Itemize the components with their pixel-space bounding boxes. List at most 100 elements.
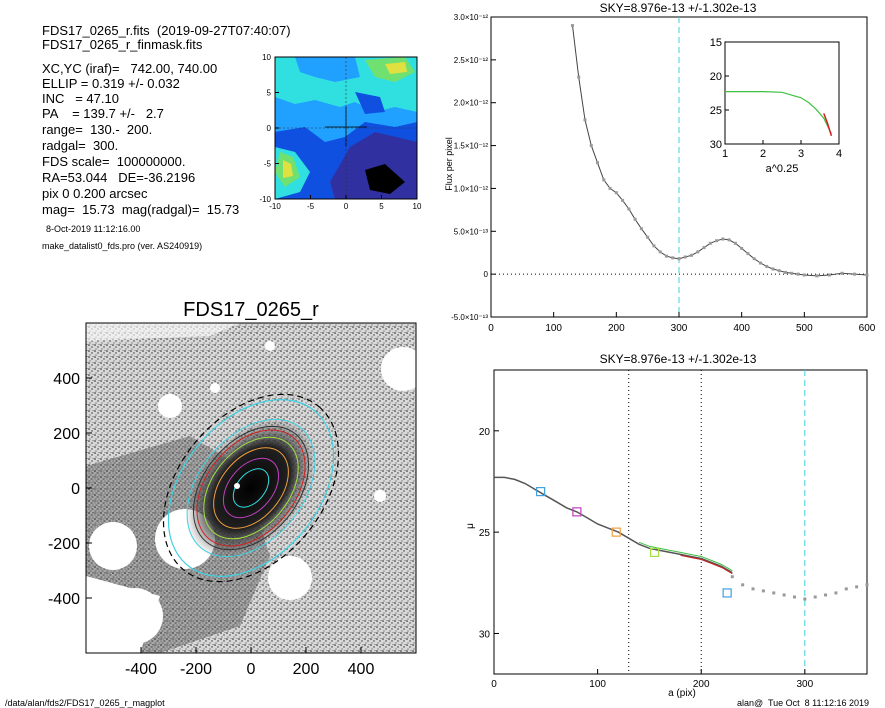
mu-sky-point (834, 591, 838, 595)
inset-red-line (823, 113, 833, 137)
galaxy-y-tick-label: -200 (48, 536, 80, 553)
flux-point (621, 198, 625, 202)
flux-point (765, 264, 769, 268)
flux-x-tick-label: 400 (733, 323, 750, 334)
galaxy-y-tick-label: 400 (53, 371, 80, 388)
mu-sky-point (824, 593, 828, 597)
flux-point (639, 227, 643, 231)
flux-y-tick-label: 1.5×10⁻¹² (454, 142, 489, 151)
mu-x-tick-label: 100 (589, 679, 606, 690)
info-line-4: range= 130.- 200. (42, 122, 153, 137)
flux-x-tick-label: 300 (671, 323, 688, 334)
inset-x-tick-label: 4 (836, 148, 842, 160)
inset-x-tick-label: 3 (798, 148, 804, 160)
flux-point (746, 252, 750, 256)
flux-point (577, 75, 581, 79)
flux-point (721, 237, 725, 241)
galaxy-x-tick-label: -200 (180, 661, 212, 678)
flux-point (570, 24, 574, 28)
flux-x-ticks: 0 100 200 300 400 500 600 (488, 312, 876, 334)
mask-line: FDS17_0265_r_finmask.fits (42, 37, 203, 52)
footer-path: /data/alan/fds2/FDS17_0265_r_magplot (5, 698, 165, 708)
inset-y-tick-label: 30 (710, 139, 722, 151)
flux-point (633, 217, 637, 221)
flux-point (608, 186, 612, 190)
flux-point (840, 271, 844, 275)
flux-y-tick-label: 1.0×10⁻¹² (454, 184, 489, 193)
heatmap-y-tick-label: -10 (259, 195, 271, 204)
info-line-6: FDS scale= 100000000. (42, 154, 186, 169)
mu-y-ticks: 20 25 30 (479, 427, 499, 640)
mu-y-tick-label: 20 (479, 427, 491, 438)
heatmap-y-tick-label: -5 (264, 160, 272, 169)
mu-marker (722, 588, 732, 598)
mu-y-tick-label: 30 (479, 629, 491, 640)
flux-y-tick-label: 3.0×10⁻¹² (454, 13, 489, 22)
flux-profile-chart: SKY=8.976e-13 +/-1.302e-13 Flux per pixe… (444, 1, 876, 334)
heatmap-y-tick-label: 0 (267, 124, 272, 133)
inset-profile-line (725, 91, 832, 135)
galaxy-title: FDS17_0265_r (183, 299, 319, 321)
info-line-0: XC,YC (iraf)= 742.00, 740.00 (42, 61, 218, 76)
heatmap-x-tick-label: 5 (379, 202, 384, 211)
info-line-8: pix 0 0.200 arcsec (42, 186, 148, 201)
mu-profile-chart: SKY=8.976e-13 +/-1.302e-13 μ a (pix) 0 10… (465, 352, 869, 699)
flux-point (589, 144, 593, 148)
inset-y-tick-label: 15 (710, 37, 722, 49)
mu-sky-point (761, 589, 765, 593)
flux-point (815, 274, 819, 278)
galaxy-y-ticks: 400 200 0 -200 -400 (48, 371, 92, 608)
info-line-9: mag= 15.73 mag(radgal)= 15.73 (42, 202, 240, 217)
mu-profile-line (494, 476, 733, 574)
inset-x-tick-label: 2 (760, 148, 766, 160)
heatmap-x-tick-label: 0 (344, 202, 349, 211)
flux-x-tick-label: 100 (545, 323, 562, 334)
flux-point (865, 273, 869, 277)
flux-point (671, 256, 675, 260)
flux-inset: 1 2 3 4 15 20 25 30 a^0.25 (710, 37, 842, 175)
flux-point (784, 270, 788, 274)
inset-x-tick-label: 1 (722, 148, 728, 160)
flux-y-label: Flux per pixel (444, 137, 454, 191)
mu-sky-point (855, 585, 859, 589)
flux-point (790, 271, 794, 275)
flux-point (708, 241, 712, 245)
flux-point (771, 267, 775, 271)
mu-x-label: a (pix) (668, 688, 696, 699)
flux-x-tick-label: 600 (859, 323, 876, 334)
inset-y-tick-label: 20 (710, 71, 722, 83)
info-line-3: PA = 139.7 +/- 2.7 (42, 106, 164, 121)
contour-map (275, 57, 417, 199)
info-line-1: ELLIP = 0.319 +/- 0.032 (42, 76, 180, 91)
flux-point (664, 254, 668, 258)
flux-y-tick-label: 5.0×10⁻¹³ (454, 227, 489, 236)
galaxy-x-ticks: -400 -200 0 200 400 (125, 647, 374, 678)
mu-sky-point (782, 593, 786, 597)
mu-x-tick-label: 200 (693, 679, 710, 690)
flux-y-tick-label: 2.0×10⁻¹² (454, 99, 489, 108)
heatmap-y-ticks: 10 5 0 -5 -10 (259, 53, 279, 204)
mu-marker (536, 487, 546, 497)
flux-point (652, 244, 656, 248)
mu-red-line (680, 554, 733, 575)
flux-y-tick-label: 2.5×10⁻¹² (454, 56, 489, 65)
mu-x-tick-label: 300 (796, 679, 813, 690)
heatmap-x-tick-label: -10 (269, 202, 281, 211)
mu-sky-point (803, 597, 807, 601)
mu-x-ticks: 0 100 200 300 (491, 669, 814, 690)
flux-x-tick-label: 0 (488, 323, 494, 334)
heatmap-x-tick-label: 10 (413, 202, 422, 211)
flux-point (696, 250, 700, 254)
prog-line: make_datalist0_fds.pro (ver. AS240919) (42, 241, 203, 251)
heatmap-x-tick-label: -5 (307, 202, 315, 211)
flux-point (677, 257, 681, 261)
heatmap-x-ticks: -10 -5 0 5 10 (269, 195, 422, 211)
info-line-7: RA=53.044 DE=-36.2196 (42, 170, 196, 185)
flux-point (740, 246, 744, 250)
mu-plot-area (494, 370, 869, 674)
inset-x-label: a^0.25 (766, 163, 799, 175)
flux-point (796, 272, 800, 276)
contour-map-chart: -10 -5 0 5 10 10 5 0 -5 -10 (259, 53, 422, 211)
info-line-2: INC = 47.10 (42, 91, 119, 106)
